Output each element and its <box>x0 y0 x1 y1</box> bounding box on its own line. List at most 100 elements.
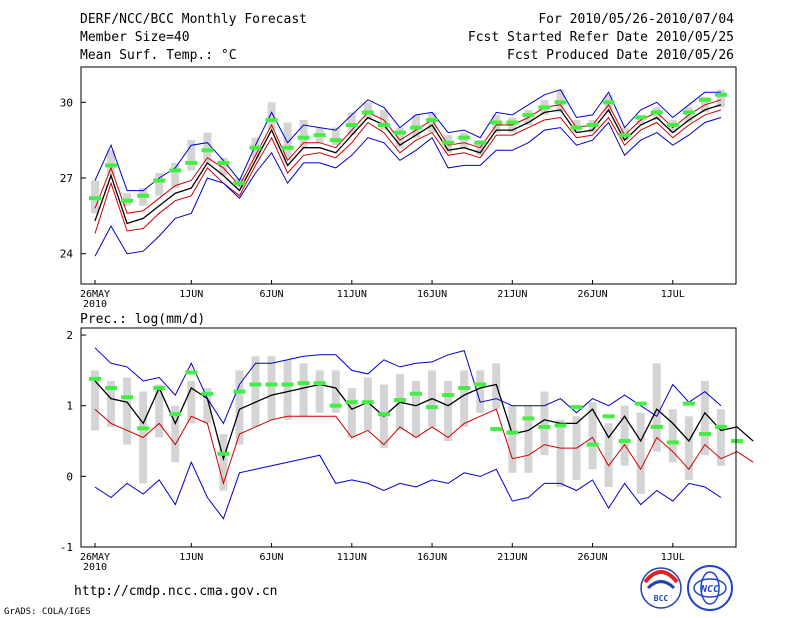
observation-marker <box>345 123 358 128</box>
forecast-produced-date: Fcst Produced Date 2010/05/26 <box>507 48 734 63</box>
member-spread-box <box>203 132 212 163</box>
observation-marker <box>153 386 166 391</box>
observation-marker <box>169 412 182 417</box>
y-tick-label: 30 <box>60 96 73 109</box>
observation-marker <box>522 112 535 117</box>
observation-marker <box>377 123 390 128</box>
observation-marker <box>714 92 727 97</box>
member-spread-box <box>652 363 661 452</box>
member-spread-box <box>428 112 437 133</box>
x-tick-label: 16JUN <box>417 289 447 300</box>
observation-marker <box>490 427 503 432</box>
observation-marker <box>105 163 118 168</box>
series-max-line <box>94 347 722 425</box>
observation-marker <box>474 140 487 145</box>
observation-marker <box>169 168 182 173</box>
observation-marker <box>121 198 134 203</box>
observation-marker <box>586 442 599 447</box>
member-spread-box <box>283 122 292 161</box>
observation-marker <box>731 439 743 444</box>
member-spread-box <box>716 409 725 466</box>
observation-marker <box>393 130 406 135</box>
observation-marker <box>345 400 358 405</box>
x-tick-label: 1JUL <box>661 289 685 300</box>
x-tick-label: 11JUN <box>337 552 367 563</box>
member-spread-box <box>171 162 180 189</box>
observation-marker <box>265 117 278 122</box>
observation-marker <box>442 140 455 145</box>
x-tick-label: 1JUL <box>661 552 685 563</box>
observation-marker <box>618 439 631 444</box>
temperature-panel-title: Mean Surf. Temp.: °C <box>80 48 237 63</box>
x-tick-label: 6JUN <box>260 552 284 563</box>
member-spread-box <box>476 370 485 413</box>
member-spread-box <box>171 405 180 463</box>
member-spread-box <box>331 127 340 146</box>
member-spread-box <box>716 89 725 108</box>
observation-marker <box>554 423 567 428</box>
observation-marker <box>121 395 134 400</box>
series-mean-line <box>94 380 754 461</box>
source-url: http://cmdp.ncc.cma.gov.cn <box>74 584 278 599</box>
plot-frame <box>80 327 737 548</box>
y-tick-label: 1 <box>66 400 73 413</box>
member-spread-box <box>187 140 196 171</box>
member-spread-box <box>524 405 533 473</box>
observation-marker <box>265 382 278 387</box>
member-spread-box <box>636 412 645 495</box>
y-tick-label: 27 <box>60 172 73 185</box>
grads-credit: GrADS: COLA/IGES <box>4 607 91 617</box>
x-tick-label: 26JUN <box>577 289 607 300</box>
member-spread-box <box>588 402 597 470</box>
observation-marker <box>137 193 150 198</box>
member-spread-box <box>444 380 453 442</box>
member-spread-box <box>219 157 228 176</box>
observation-marker <box>634 115 647 120</box>
member-spread-box <box>604 423 613 487</box>
member-spread-box <box>235 370 244 445</box>
member-spread-box <box>460 370 469 427</box>
y-tick-label: 0 <box>66 470 73 483</box>
observation-marker <box>313 381 326 386</box>
observation-marker <box>474 382 487 387</box>
observation-marker <box>89 196 101 201</box>
member-spread-box <box>540 391 549 456</box>
observation-marker <box>666 123 679 128</box>
ncc-logo: NCC <box>687 565 733 611</box>
member-spread-box <box>700 380 709 456</box>
series-min-line <box>94 117 722 257</box>
observation-marker <box>410 391 422 396</box>
series-min-line <box>94 454 722 520</box>
x-tick-label: 26MAY <box>80 552 110 563</box>
member-spread-box <box>508 405 517 473</box>
observation-marker <box>442 393 455 398</box>
x-tick-label: 21JUN <box>497 289 527 300</box>
x-tick-label: 1JUN <box>179 552 203 563</box>
observation-marker <box>393 398 406 403</box>
observation-marker <box>410 125 422 130</box>
member-spread-box <box>107 150 116 176</box>
observation-marker <box>297 135 310 140</box>
observation-marker <box>281 382 294 387</box>
member-spread-box <box>203 388 212 424</box>
observation-marker <box>233 389 246 394</box>
observation-marker <box>153 178 166 183</box>
member-spread-box <box>684 416 693 480</box>
observation-marker <box>249 145 262 150</box>
forecast-title: DERF/NCC/BCC Monthly Forecast <box>80 12 307 27</box>
observation-marker <box>281 145 294 150</box>
member-spread-box <box>283 359 292 420</box>
x-tick-label: 21JUN <box>497 552 527 563</box>
observation-marker <box>233 181 246 186</box>
member-spread-box <box>299 119 308 148</box>
x-tick-label: 1JUN <box>179 289 203 300</box>
precipitation-panel-title: Prec.: log(mm/d) <box>80 312 205 327</box>
observation-marker <box>650 110 663 115</box>
y-tick-label: 2 <box>66 329 73 342</box>
observation-marker <box>361 400 374 405</box>
observation-marker <box>570 405 583 410</box>
member-spread-box <box>107 380 116 427</box>
x-tick-year-label: 2010 <box>83 299 107 310</box>
observation-marker <box>682 401 695 406</box>
